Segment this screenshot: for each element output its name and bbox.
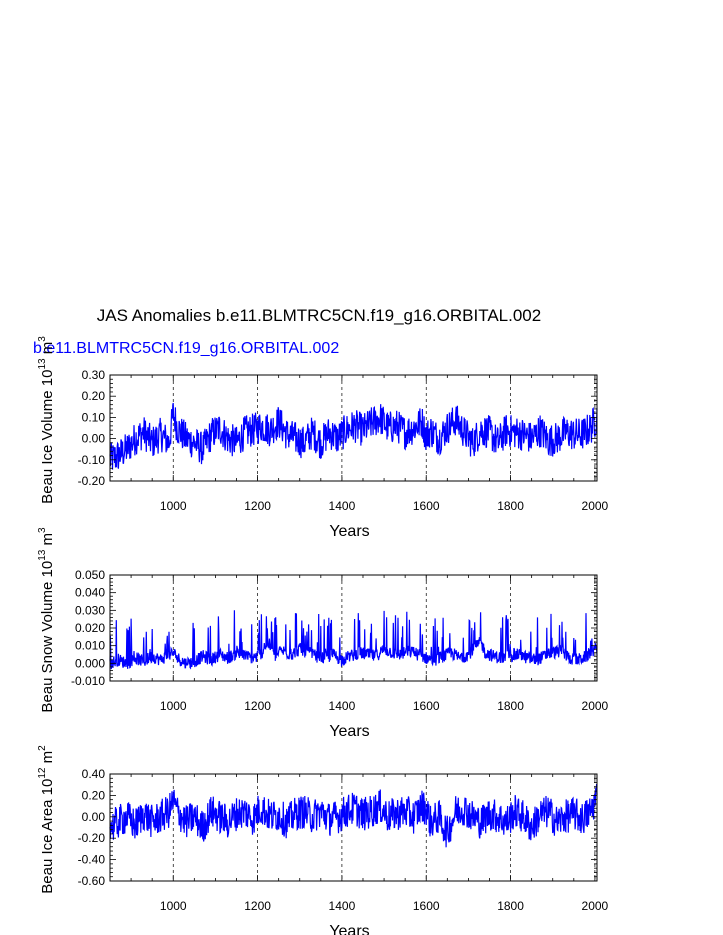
figure-title: JAS Anomalies b.e11.BLMTRC5CN.f19_g16.OR… (97, 306, 541, 325)
chart-panel-1: 1000 1200 1400 1600 1800 2000 0.30 0.20 0.10 0.00… (37, 336, 609, 540)
y-tick-label: -0.010 (71, 674, 105, 688)
x-tick-label: 1000 (160, 499, 187, 513)
y-tick-label: 0.00 (82, 432, 106, 446)
x-tick-label: 1800 (497, 699, 524, 713)
y-tick-label: -0.20 (78, 831, 106, 845)
x-tick-label: 1600 (413, 499, 440, 513)
y-axis-label-unit-exponent: 3 (37, 336, 48, 342)
y-tick-label: 0.00 (82, 810, 106, 824)
plot-frame (109, 374, 598, 482)
y-axis-label-text: Beau Ice Area 10 (39, 779, 56, 894)
plot-frame (109, 773, 598, 882)
chart-panel-2: 1000 1200 1400 1600 1800 2000 0.050 0.040 0.030 0… (37, 527, 609, 740)
x-axis-label: Years (329, 723, 369, 740)
y-axis-label-unit-exponent: 2 (37, 745, 48, 751)
x-tick-label: 1000 (160, 899, 187, 913)
series-line (109, 783, 598, 848)
x-tick-label: 1400 (329, 899, 356, 913)
y-tick-label: -0.10 (78, 453, 106, 467)
y-tick-label: 0.030 (75, 603, 105, 617)
y-axis-label-unit: m (39, 751, 56, 768)
y-tick-label: 0.000 (75, 656, 105, 670)
x-tick-label: 2000 (582, 699, 609, 713)
y-axis-label-unit: m (39, 533, 56, 550)
series-line (109, 402, 598, 470)
y-tick-label: -0.20 (78, 474, 106, 488)
y-tick-label: 0.40 (82, 767, 106, 781)
x-tick-label: 1800 (497, 899, 524, 913)
x-tick-label: 1200 (244, 699, 271, 713)
y-axis-label-unit: m (39, 342, 56, 359)
y-axis-label-text: Beau Snow Volume 10 (39, 561, 56, 713)
y-tick-label: 0.20 (82, 788, 106, 802)
x-tick-label: 2000 (582, 499, 609, 513)
y-axis-label-exponent: 12 (37, 767, 48, 779)
chart-panels: 1000 1200 1400 1600 1800 2000 0.30 0.20 0.10 0.00… (37, 336, 609, 935)
x-axis-label: Years (329, 523, 369, 540)
y-axis-label: Beau Snow Volume 1013 m3 (37, 527, 56, 713)
x-tick-label: 2000 (582, 899, 609, 913)
y-axis-label-exponent: 13 (37, 549, 48, 561)
y-axis-label-unit-exponent: 3 (37, 527, 48, 533)
plot-frame (109, 574, 598, 682)
y-tick-label: 0.050 (75, 568, 105, 582)
x-tick-label: 1800 (497, 499, 524, 513)
x-tick-label: 1600 (413, 699, 440, 713)
x-tick-label: 1600 (413, 899, 440, 913)
x-tick-label: 1400 (329, 699, 356, 713)
y-tick-label: 0.020 (75, 621, 105, 635)
x-tick-label: 1200 (244, 499, 271, 513)
x-axis-label: Years (329, 923, 369, 935)
y-tick-label: 0.20 (82, 389, 106, 403)
y-tick-label: 0.010 (75, 639, 105, 653)
y-tick-label: -0.60 (78, 874, 106, 888)
y-axis-label: Beau Ice Volume 1013 m3 (37, 336, 56, 504)
y-axis-label-text: Beau Ice Volume 10 (39, 370, 56, 504)
y-tick-label: 0.30 (82, 368, 106, 382)
figure-subtitle: b.e11.BLMTRC5CN.f19_g16.ORBITAL.002 (33, 340, 339, 357)
y-axis-label: Beau Ice Area 1012 m2 (37, 745, 56, 894)
y-axis-label-exponent: 13 (37, 358, 48, 370)
chart-panel-3: 1000 1200 1400 1600 1800 2000 0.40 0.20 0.00 -0.2… (37, 745, 609, 935)
y-tick-label: 0.10 (82, 410, 106, 424)
y-tick-label: 0.040 (75, 586, 105, 600)
x-tick-label: 1000 (160, 699, 187, 713)
x-tick-label: 1400 (329, 499, 356, 513)
x-tick-label: 1200 (244, 899, 271, 913)
series-line (109, 610, 598, 670)
y-tick-label: -0.40 (78, 853, 106, 867)
